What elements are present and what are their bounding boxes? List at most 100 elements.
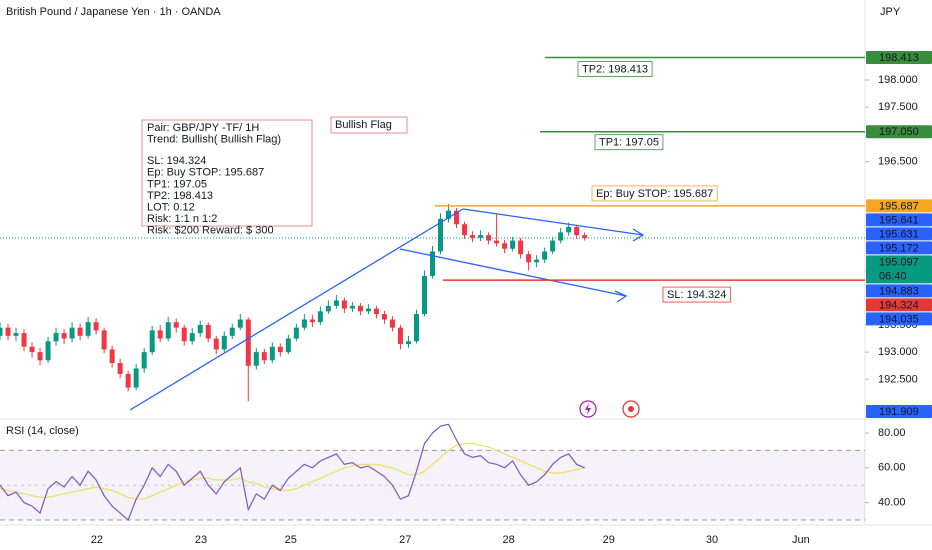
price-badge-label: 197.050 — [879, 126, 919, 138]
candle-body — [189, 333, 195, 342]
candle-body — [229, 327, 235, 336]
price-badge-label: 195.687 — [879, 200, 919, 212]
x-tick-label: Jun — [792, 534, 810, 546]
candle-body — [221, 335, 227, 350]
note-box — [141, 119, 313, 227]
candle-body — [69, 327, 75, 339]
price-badge-label: 195.097 — [879, 256, 919, 268]
chart-title: British Pound / Japanese Yen · 1h · OAND… — [6, 6, 221, 18]
y-tick-label: 197.500 — [878, 101, 918, 113]
y-tick-label: 196.500 — [878, 156, 918, 168]
candle-body — [566, 226, 572, 233]
candle-body — [486, 235, 492, 241]
price-badge-label: 194.324 — [879, 299, 919, 311]
candle-body — [526, 254, 532, 263]
x-tick-label: 27 — [399, 534, 411, 546]
price-badge-label: 194.883 — [879, 285, 919, 297]
candle-body — [165, 322, 171, 339]
candle-body — [534, 259, 540, 263]
candle-body — [421, 275, 427, 315]
candle-body — [141, 352, 147, 369]
level-label-box — [577, 61, 653, 77]
candle-body — [454, 210, 460, 225]
candle-body — [173, 322, 179, 328]
candle-body — [333, 300, 339, 306]
rsi-line — [0, 423, 585, 522]
note-line: SL: 194.324 — [147, 155, 206, 167]
price-badge-label: 198.413 — [879, 52, 919, 64]
price-badge — [866, 227, 932, 241]
note-line: Risk: $200 Reward: $ 300 — [147, 225, 274, 237]
candle-body — [21, 333, 27, 347]
y-tick-label: 193.000 — [878, 346, 918, 358]
candle-body — [149, 330, 155, 353]
candle-body — [269, 346, 275, 361]
candle-body — [5, 327, 11, 336]
candle-body — [29, 346, 35, 353]
candle-body — [349, 305, 355, 309]
candle-body — [365, 308, 371, 312]
arrow-head — [632, 228, 645, 242]
candle-body — [389, 319, 395, 328]
candle-body — [317, 311, 323, 323]
rsi-tick-label: 60.00 — [878, 462, 906, 474]
level-label: SL: 194.324 — [667, 289, 726, 301]
candle-body — [574, 226, 580, 236]
candle-body — [438, 218, 444, 252]
candle-body — [37, 352, 43, 361]
candle-body — [397, 327, 403, 344]
candle-body — [61, 333, 67, 339]
x-tick-label: 28 — [502, 534, 514, 546]
candle-body — [542, 251, 548, 260]
price-badge-label: 195.631 — [879, 228, 919, 240]
candle-body — [213, 338, 219, 350]
price-badge-label: 195.172 — [879, 242, 919, 254]
candle-body — [261, 352, 267, 361]
price-badge — [866, 241, 932, 255]
candle-body — [117, 363, 123, 374]
candle-body — [133, 368, 139, 388]
candle-body — [470, 235, 476, 238]
rsi-tick-label: 80.00 — [878, 427, 906, 439]
rsi-pane — [0, 423, 865, 522]
candle-body — [197, 324, 203, 334]
price-badge-label: 195.641 — [879, 214, 919, 226]
candle-body — [205, 324, 211, 339]
candle-body — [301, 319, 307, 328]
candle-body — [413, 314, 419, 342]
candle-body — [582, 235, 588, 239]
candle-body — [109, 349, 115, 364]
candle-body — [293, 327, 299, 339]
level-label: TP2: 198.413 — [582, 63, 648, 75]
candle-body — [125, 373, 131, 388]
candle-body — [93, 322, 99, 331]
note-line: TP1: 197.05 — [147, 178, 207, 190]
level-label-box — [662, 286, 731, 303]
note-line: Pair: GBP/JPY -TF/ 1H — [147, 122, 259, 134]
rsi-label: RSI (14, close) — [6, 425, 79, 437]
candle-body — [462, 224, 468, 236]
candle-body — [325, 305, 331, 312]
candle-body — [478, 235, 484, 238]
candle-body — [53, 333, 59, 342]
candle-body — [550, 240, 556, 252]
candle-body — [181, 327, 187, 342]
candle-body — [357, 305, 363, 312]
price-badge — [866, 125, 932, 139]
level-label-box — [591, 185, 718, 202]
price-badge — [866, 199, 932, 213]
candle-body — [157, 330, 163, 339]
candle-body — [0, 327, 3, 336]
level-label: TP1: 197.05 — [599, 137, 659, 149]
note-line: LOT: 0.12 — [147, 202, 195, 214]
price-badge — [866, 255, 932, 284]
x-tick-label: 29 — [603, 534, 615, 546]
note-line: Trend: Bullish( Bullish Flag) — [147, 134, 281, 146]
drawings — [129, 208, 645, 418]
candle-body — [510, 240, 516, 249]
candle-body — [101, 330, 107, 350]
rsi-ma-line — [0, 442, 585, 500]
note-line: Ep: Buy STOP: 195.687 — [147, 167, 264, 179]
